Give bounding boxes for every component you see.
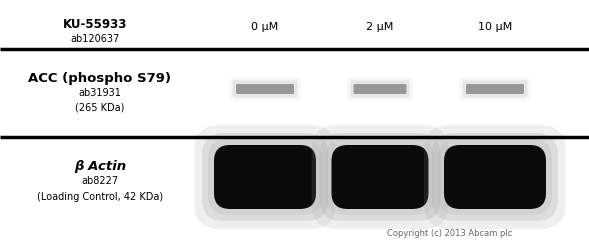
Text: ab120637: ab120637: [70, 34, 120, 44]
FancyBboxPatch shape: [326, 139, 435, 215]
FancyBboxPatch shape: [194, 125, 336, 229]
Text: Copyright (c) 2013 Abcam plc: Copyright (c) 2013 Abcam plc: [388, 228, 512, 237]
FancyBboxPatch shape: [214, 145, 316, 209]
FancyBboxPatch shape: [466, 85, 524, 94]
Text: (Loading Control, 42 KDa): (Loading Control, 42 KDa): [37, 191, 163, 201]
FancyBboxPatch shape: [353, 85, 406, 94]
FancyBboxPatch shape: [332, 145, 429, 209]
FancyBboxPatch shape: [432, 134, 558, 221]
Text: (265 KDa): (265 KDa): [75, 103, 125, 113]
FancyBboxPatch shape: [459, 78, 531, 101]
Text: KU-55933: KU-55933: [63, 18, 127, 31]
FancyBboxPatch shape: [444, 145, 546, 209]
FancyBboxPatch shape: [208, 139, 322, 215]
FancyBboxPatch shape: [462, 81, 528, 98]
FancyBboxPatch shape: [438, 139, 552, 215]
FancyBboxPatch shape: [236, 85, 294, 94]
Text: ab31931: ab31931: [78, 88, 121, 98]
Text: ab8227: ab8227: [81, 175, 118, 185]
Text: 10 μM: 10 μM: [478, 22, 512, 32]
FancyBboxPatch shape: [350, 81, 410, 98]
FancyBboxPatch shape: [319, 134, 441, 221]
Text: 2 μM: 2 μM: [366, 22, 393, 32]
Text: ACC (phospho S79): ACC (phospho S79): [28, 72, 171, 85]
Text: 0 μM: 0 μM: [252, 22, 279, 32]
FancyBboxPatch shape: [230, 78, 300, 101]
Text: β Actin: β Actin: [74, 159, 126, 172]
FancyBboxPatch shape: [233, 81, 297, 98]
FancyBboxPatch shape: [202, 134, 328, 221]
FancyBboxPatch shape: [347, 78, 413, 101]
FancyBboxPatch shape: [312, 125, 448, 229]
FancyBboxPatch shape: [424, 125, 566, 229]
